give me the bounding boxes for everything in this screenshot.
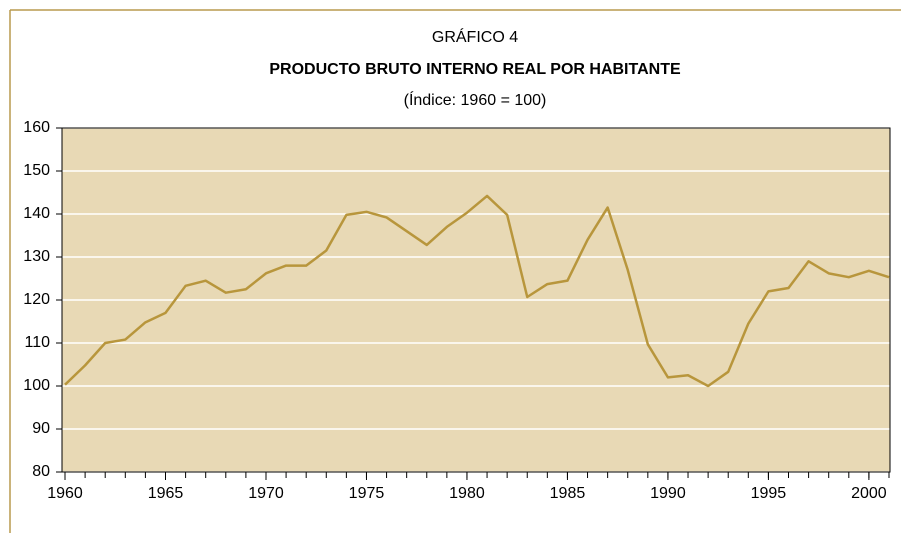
- chart-title: PRODUCTO BRUTO INTERNO REAL POR HABITANT…: [269, 61, 681, 78]
- x-tick-label: 1985: [550, 485, 586, 502]
- x-tick-label: 1995: [751, 485, 787, 502]
- chart-supertitle: GRÁFICO 4: [432, 27, 518, 46]
- x-tick-label: 1980: [449, 485, 485, 502]
- plot-frame: [61, 127, 891, 473]
- y-tick-label: 150: [23, 162, 50, 179]
- y-tick-label: 160: [23, 119, 50, 136]
- y-tick-label: 80: [32, 463, 50, 480]
- x-tick-label: 1960: [47, 485, 83, 502]
- x-tick-label: 1970: [248, 485, 284, 502]
- x-tick-label: 1965: [148, 485, 184, 502]
- x-tick-label: 2000: [851, 485, 887, 502]
- data-line: [64, 194, 890, 388]
- x-tick-label: 1975: [349, 485, 385, 502]
- y-tick-label: 140: [23, 205, 50, 222]
- x-tick-label: 1990: [650, 485, 686, 502]
- y-tick-label: 110: [24, 334, 50, 351]
- y-tick-label: 90: [32, 420, 50, 437]
- chart-subtitle: (Índice: 1960 = 100): [404, 90, 547, 109]
- y-tick-label: 100: [23, 377, 50, 394]
- y-tick-label: 130: [23, 248, 50, 265]
- y-tick-label: 120: [23, 291, 50, 308]
